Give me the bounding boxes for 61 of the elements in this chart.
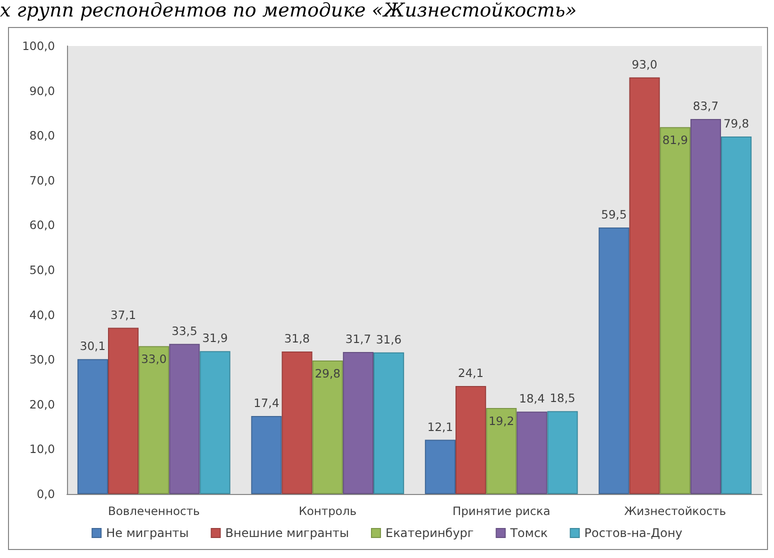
data-label: 59,5	[601, 207, 627, 222]
data-label: 33,0	[141, 352, 167, 366]
data-label: 18,4	[519, 392, 545, 406]
data-label: 24,1	[458, 366, 484, 380]
data-label: 18,5	[550, 391, 576, 406]
legend-label: Екатеринбург	[385, 526, 474, 540]
bar	[424, 440, 456, 494]
bar	[373, 352, 404, 494]
bar	[690, 119, 721, 494]
y-tick-label: 40,0	[29, 308, 55, 322]
data-label: 31,6	[376, 332, 402, 346]
y-tick-label: 0,0	[36, 487, 55, 501]
data-label: 83,7	[692, 99, 719, 114]
y-tick-label: 30,0	[29, 352, 55, 367]
bar	[251, 416, 282, 494]
data-label: 93,0	[632, 57, 658, 72]
bar	[312, 360, 343, 494]
bar	[598, 227, 630, 494]
legend-label: Ростов-на-Дону	[584, 526, 682, 540]
data-label: 81,9	[662, 133, 688, 148]
bar	[660, 127, 690, 494]
x-tick-label: Принятие риска	[452, 504, 550, 518]
x-tick-label: Вовлеченность	[108, 504, 200, 518]
data-label: 31,8	[284, 332, 310, 346]
y-tick-label: 20,0	[29, 397, 55, 412]
x-tick-label: Жизнестойкость	[624, 504, 726, 518]
data-label: 31,9	[202, 331, 228, 346]
bar	[720, 136, 752, 494]
data-label: 30,1	[80, 339, 106, 354]
data-label: 37,1	[110, 308, 136, 322]
bar	[629, 77, 660, 494]
data-label: 33,5	[172, 324, 198, 338]
data-label: 29,8	[314, 366, 340, 380]
y-tick-label: 80,0	[29, 128, 55, 143]
bar	[282, 352, 312, 494]
data-label: 79,8	[723, 116, 750, 130]
y-tick-label: 50,0	[29, 263, 55, 277]
y-tick-label: 100,0	[22, 39, 55, 53]
legend-label: Внешние мигранты	[225, 526, 349, 540]
bar	[169, 344, 200, 494]
chart-title: х групп респондентов по методике «Жизнестойкость»	[0, 0, 577, 22]
legend-label: Не мигранты	[106, 526, 189, 540]
bar	[77, 359, 108, 494]
bar	[486, 408, 517, 494]
bar	[516, 412, 548, 494]
y-tick-label: 90,0	[29, 84, 55, 98]
x-tick-label: Контроль	[298, 504, 357, 518]
data-label: 12,1	[427, 420, 454, 434]
bar	[456, 386, 486, 494]
bar	[138, 346, 170, 494]
y-tick-label: 10,0	[29, 442, 55, 456]
y-tick-label: 60,0	[29, 218, 55, 232]
bar	[200, 351, 230, 494]
bar	[108, 328, 139, 494]
data-label: 17,4	[254, 396, 280, 410]
data-label: 19,2	[488, 414, 514, 428]
data-label: 31,7	[345, 332, 372, 346]
legend-label: Томск	[509, 526, 548, 540]
y-tick-label: 70,0	[29, 173, 55, 188]
bar	[547, 411, 578, 494]
bar	[342, 352, 374, 494]
